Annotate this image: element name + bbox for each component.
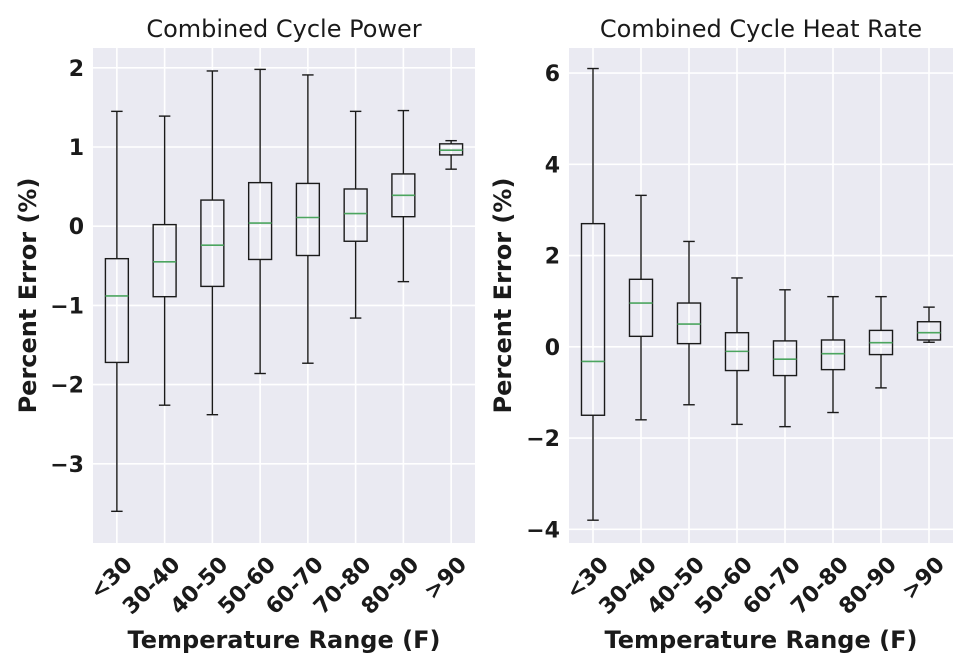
iqr-box	[820, 339, 846, 371]
box-60-70	[295, 74, 321, 364]
chart-title: Combined Cycle Power	[146, 15, 421, 43]
x-tick-label: >90	[898, 552, 950, 604]
box-30-40	[628, 194, 654, 421]
box->90	[438, 139, 464, 170]
box-60-70	[772, 289, 798, 428]
box-70-80	[820, 295, 846, 414]
box-40-50	[200, 70, 225, 416]
iqr-box	[916, 321, 942, 341]
y-tick-label: 1	[69, 136, 84, 161]
y-tick-label: 4	[545, 153, 560, 178]
x-axis-label: Temperature Range (F)	[128, 626, 441, 654]
plot-area	[569, 48, 953, 543]
iqr-box	[295, 182, 321, 257]
y-tick-label: 0	[545, 336, 560, 361]
iqr-box	[580, 222, 606, 416]
y-axis-label: Percent Error (%)	[489, 178, 517, 414]
y-tick-label: −4	[526, 518, 560, 543]
y-tick-label: 0	[69, 215, 84, 240]
chart-panel-2: −4−20246<3030-4040-5050-6060-7070-8080-9…	[489, 15, 953, 654]
y-tick-label: 2	[545, 245, 560, 270]
y-tick-label: 2	[69, 57, 84, 82]
box-40-50	[676, 240, 702, 406]
box-80-90	[391, 109, 416, 283]
iqr-box	[247, 181, 273, 261]
iqr-box	[772, 340, 798, 377]
box->90	[916, 306, 942, 343]
chart-panel-1: −3−2−1012<3030-4040-5050-6060-7070-8080-…	[14, 15, 475, 654]
chart-title: Combined Cycle Heat Rate	[600, 15, 922, 43]
iqr-box	[628, 278, 654, 338]
box-70-80	[343, 110, 368, 319]
box-<30	[580, 67, 606, 521]
box-80-90	[868, 295, 894, 389]
box-50-60	[724, 277, 750, 426]
y-tick-label: 6	[545, 62, 560, 87]
box-30-40	[152, 115, 177, 406]
y-axis-label: Percent Error (%)	[14, 178, 42, 414]
x-tick-label: >90	[420, 552, 472, 604]
iqr-box	[343, 188, 368, 242]
iqr-box	[200, 199, 225, 288]
y-tick-label: −2	[50, 374, 84, 399]
y-tick-label: −2	[526, 427, 560, 452]
iqr-box	[152, 223, 177, 298]
x-axis-label: Temperature Range (F)	[605, 626, 918, 654]
y-tick-label: −3	[50, 453, 84, 478]
y-tick-label: −1	[50, 294, 84, 319]
box-<30	[104, 110, 130, 513]
iqr-box	[104, 257, 130, 364]
box-50-60	[247, 68, 273, 375]
plot-area	[93, 48, 475, 543]
